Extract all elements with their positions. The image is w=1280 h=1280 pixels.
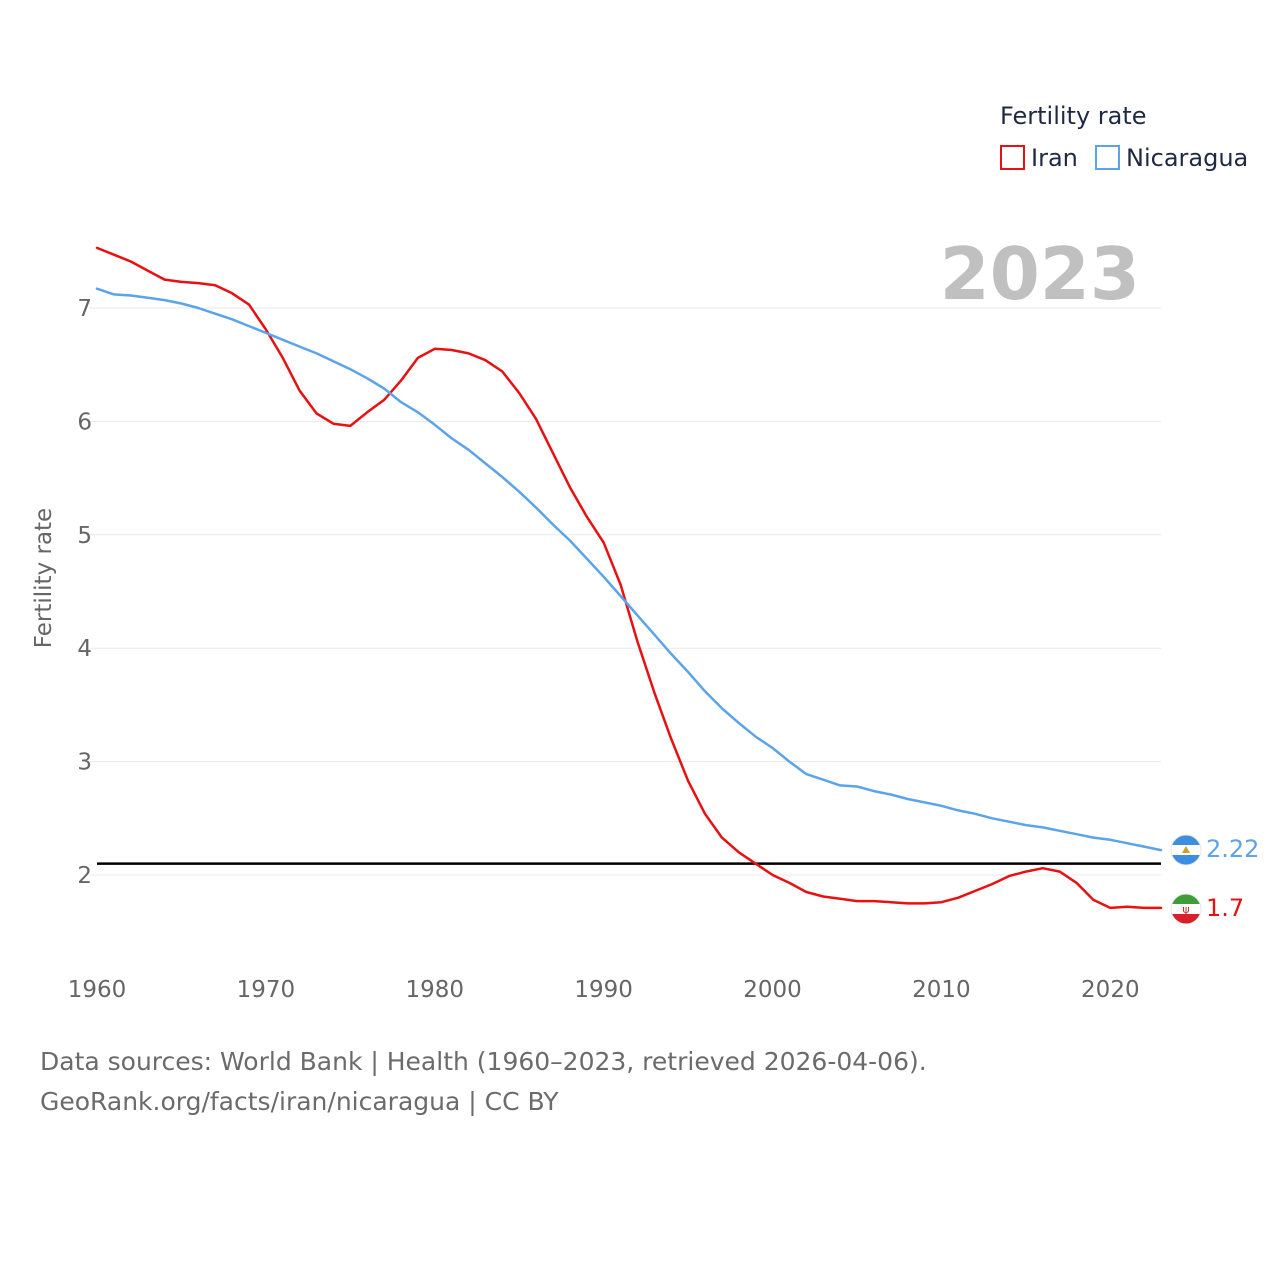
- data-source-text: Data sources: World Bank | Health (1960–…: [40, 1047, 927, 1076]
- legend-label-iran[interactable]: Iran: [1031, 144, 1078, 172]
- series-line-iran[interactable]: [95, 246, 1163, 910]
- x-tick-label-2010: 2010: [912, 977, 971, 1003]
- y-tick-label-4: 4: [77, 636, 92, 662]
- legend-swatch-nicaragua[interactable]: [1095, 145, 1120, 170]
- x-tick-label-2020: 2020: [1081, 977, 1140, 1003]
- x-tick-label-1980: 1980: [406, 977, 465, 1003]
- footer: Data sources: World Bank | Health (1960–…: [40, 1042, 927, 1122]
- y-tick-label-5: 5: [77, 523, 92, 549]
- legend: Fertility rate Iran Nicaragua: [1000, 102, 1248, 172]
- x-tick-label-1970: 1970: [237, 977, 296, 1003]
- legend-label-nicaragua[interactable]: Nicaragua: [1126, 144, 1248, 172]
- y-axis-label: Fertility rate: [31, 508, 57, 648]
- x-tick-label-1960: 1960: [68, 977, 127, 1003]
- x-tick-label-1990: 1990: [574, 977, 633, 1003]
- year-watermark: 2023: [940, 232, 1140, 316]
- series-line-nicaragua[interactable]: [95, 287, 1163, 852]
- nicaragua-flag-icon: [1171, 835, 1201, 865]
- nicaragua-end-label: 2.22: [1206, 835, 1259, 863]
- attribution-link[interactable]: GeoRank.org/facts/iran/nicaragua | CC BY: [40, 1087, 559, 1116]
- svg-text:ψ: ψ: [1182, 903, 1189, 916]
- legend-title: Fertility rate: [1000, 102, 1147, 130]
- iran-flag-icon: ψ: [1171, 894, 1201, 924]
- y-tick-label-6: 6: [77, 409, 92, 435]
- iran-end-label: 1.7: [1206, 894, 1244, 922]
- legend-swatch-iran[interactable]: [1000, 145, 1025, 170]
- y-tick-label-7: 7: [77, 296, 92, 322]
- x-tick-label-2000: 2000: [743, 977, 802, 1003]
- y-tick-label-2: 2: [77, 863, 92, 889]
- y-tick-label-3: 3: [77, 750, 92, 776]
